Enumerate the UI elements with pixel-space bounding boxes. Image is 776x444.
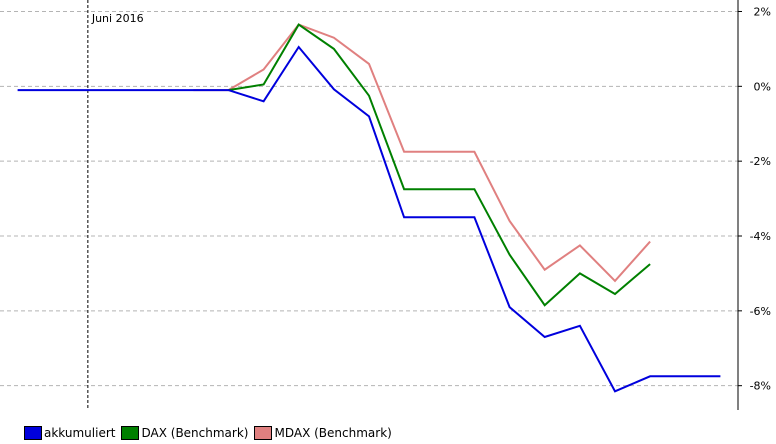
legend-item-mdax: MDAX (Benchmark)	[254, 426, 392, 440]
legend-item-dax: DAX (Benchmark)	[121, 426, 248, 440]
series-line-akkumuliert	[17, 45, 721, 393]
legend-label-dax: DAX (Benchmark)	[141, 426, 249, 440]
y-tick-label: -4%	[750, 230, 771, 243]
series	[17, 23, 721, 393]
y-tick-label: -8%	[750, 380, 771, 393]
legend-swatch-akkumuliert	[24, 426, 42, 440]
annotation-label: Juni 2016	[91, 12, 144, 25]
y-axis-ticks: 2% 0% -2% -4% -6% -8%	[738, 5, 771, 393]
legend-item-akkumuliert: akkumuliert	[24, 426, 115, 440]
legend-label-mdax: MDAX (Benchmark)	[274, 426, 392, 440]
series-line-mdax	[193, 23, 651, 283]
series-line-dax	[228, 23, 651, 307]
legend-label-akkumuliert: akkumuliert	[44, 426, 116, 440]
y-tick-label: 0%	[754, 80, 771, 93]
legend-swatch-dax	[121, 426, 140, 440]
y-tick-label: 2%	[754, 5, 771, 18]
y-tick-label: -6%	[750, 305, 771, 318]
grid	[0, 10, 738, 387]
legend-swatch-mdax	[254, 426, 273, 440]
legend: akkumuliert DAX (Benchmark) MDAX (Benchm…	[24, 424, 398, 442]
y-tick-label: -2%	[750, 155, 771, 168]
